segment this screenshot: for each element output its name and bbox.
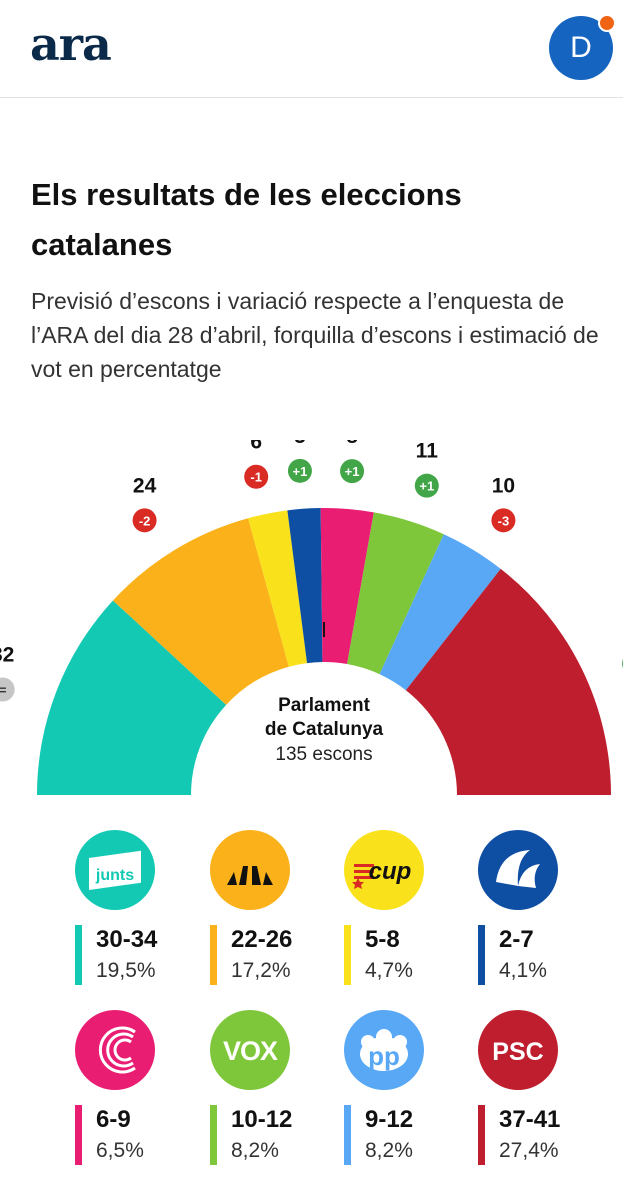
party-color-bar: [344, 1105, 351, 1165]
seat-range: 30-34: [96, 926, 158, 953]
party-color-bar: [210, 1105, 217, 1165]
seat-change-comuns: +1: [345, 464, 360, 479]
vote-percent: 4,1%: [499, 959, 547, 982]
vote-percent: 4,7%: [365, 959, 413, 982]
vote-percent: 8,2%: [365, 1139, 413, 1162]
seat-change-cup: -1: [250, 470, 262, 485]
site-header: ara D: [0, 0, 623, 98]
notification-dot: [598, 14, 616, 32]
seat-arc-aliança: [287, 508, 323, 664]
chart-center-line1: Parlament: [278, 695, 371, 716]
seat-change-badge-comuns: [340, 459, 365, 484]
chart-center-line3: 135 escons: [275, 744, 372, 765]
party-card-cup: cup 5-8 4,7%: [344, 825, 484, 1005]
seat-change-badge-aliança: [287, 458, 312, 483]
seat-range: 10-12: [231, 1106, 293, 1133]
vote-percent: 19,5%: [96, 959, 156, 982]
chart-center-line2: de Catalunya: [265, 719, 384, 740]
erc-logo-icon: [210, 830, 290, 910]
site-logo[interactable]: ara: [30, 17, 112, 71]
party-color-bar: [75, 1105, 82, 1165]
seat-change-aliança: +1: [293, 464, 308, 479]
svg-text:junts: junts: [95, 867, 134, 884]
svg-text:cup: cup: [369, 858, 412, 885]
party-card-vox: VOX 10-12 8,2%: [210, 1005, 350, 1185]
comuns-logo-icon: [75, 1010, 155, 1090]
seat-change-badge-pp: [491, 508, 516, 533]
svg-text:PSC: PSC: [492, 1038, 543, 1066]
party-card-pp: pp 9-12 8,2%: [344, 1005, 484, 1185]
seat-arc-pp: [379, 534, 501, 691]
seat-count-cup: 6: [250, 440, 262, 454]
seat-change-badge-junts: [0, 677, 15, 702]
svg-text:VOX: VOX: [223, 1036, 278, 1066]
party-color-bar: [478, 925, 485, 985]
seat-labels: 32=24-26-15+18+111+110-339+3: [0, 440, 623, 702]
party-color-bar: [344, 925, 351, 985]
seat-change-badge-vox: [414, 473, 439, 498]
cup-logo-icon: cup: [344, 830, 424, 910]
parliament-chart: 32=24-26-15+18+111+110-339+3 Parlament d…: [0, 440, 623, 795]
seat-change-vox: +1: [419, 479, 434, 494]
seat-change-badge-erc: [132, 508, 157, 533]
seat-arc-junts: [37, 600, 227, 795]
party-color-bar: [210, 925, 217, 985]
vote-percent: 17,2%: [231, 959, 291, 982]
party-color-bar: [75, 925, 82, 985]
seat-count-erc: 24: [133, 474, 157, 497]
seat-range: 5-8: [365, 926, 400, 953]
seat-change-pp: -3: [498, 513, 510, 528]
pp-logo-icon: pp: [344, 1010, 424, 1090]
article-subtitle: Previsió d’escons i variació respecte a …: [31, 288, 599, 382]
seat-range: 2-7: [499, 926, 534, 953]
article-title: Els resultats de les eleccions catalanes: [31, 177, 462, 262]
seat-change-badge-cup: [244, 464, 269, 489]
party-card-comuns: 6-9 6,5%: [75, 1005, 215, 1185]
psc-logo-icon: PSC: [478, 1010, 558, 1090]
seat-range: 9-12: [365, 1106, 414, 1133]
party-card-junts: junts 30-34 19,5%: [75, 825, 215, 1005]
seat-range: 22-26: [231, 926, 293, 953]
seat-arc-erc: [112, 518, 289, 705]
seat-count-pp: 10: [492, 474, 515, 497]
party-card-psc: PSC 37-41 27,4%: [478, 1005, 618, 1185]
seat-arcs: [37, 508, 611, 795]
seat-arc-psc: [405, 568, 611, 795]
alianca-logo-icon: [478, 830, 558, 910]
vote-percent: 8,2%: [231, 1139, 279, 1162]
seat-count-aliança: 5: [294, 440, 306, 448]
seat-arc-vox: [347, 512, 444, 675]
seat-range: 6-9: [96, 1106, 131, 1133]
seat-range: 37-41: [499, 1106, 561, 1133]
seat-arc-cup: [248, 510, 308, 667]
vote-percent: 27,4%: [499, 1139, 559, 1162]
seat-count-vox: 11: [416, 440, 439, 463]
seat-arc-comuns: [320, 508, 374, 665]
junts-logo-icon: junts: [75, 830, 155, 910]
party-card-erc: 22-26 17,2%: [210, 825, 350, 1005]
seat-change-junts: =: [0, 682, 7, 697]
svg-text:pp: pp: [368, 1041, 400, 1071]
party-card-alianca: 2-7 4,1%: [478, 825, 618, 1005]
seat-count-junts: 32: [0, 643, 14, 666]
vote-percent: 6,5%: [96, 1139, 144, 1162]
vox-logo-icon: VOX: [210, 1010, 290, 1090]
seat-count-comuns: 8: [346, 440, 358, 448]
party-color-bar: [478, 1105, 485, 1165]
seat-change-erc: -2: [139, 513, 151, 528]
